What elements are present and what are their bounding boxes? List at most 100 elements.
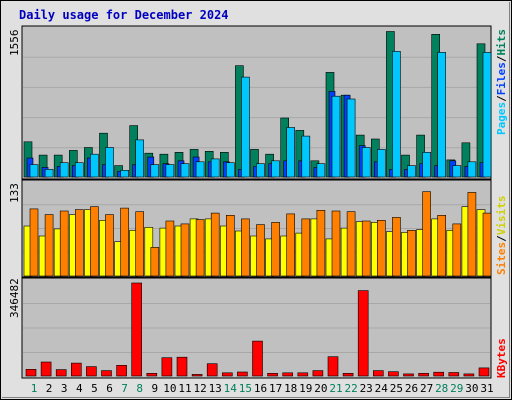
kbytes-bar bbox=[312, 370, 324, 377]
x-tick-label: 1 bbox=[31, 382, 38, 395]
kbytes-bar bbox=[297, 372, 309, 377]
sites-bar bbox=[422, 191, 431, 277]
legend-files: Files bbox=[495, 62, 508, 95]
kbytes-bar bbox=[327, 356, 339, 377]
pages-bar bbox=[120, 170, 129, 178]
kbytes-bar bbox=[40, 361, 52, 377]
legend-pages-files-hits: Pages/Files/Hits bbox=[495, 29, 508, 135]
kbytes-bar bbox=[403, 373, 414, 377]
pages-bar bbox=[316, 163, 326, 178]
x-tick-label: 29 bbox=[450, 382, 463, 395]
legend-sites-visits: Sites/Visits bbox=[495, 196, 508, 276]
x-tick-label: 20 bbox=[314, 382, 327, 395]
sites-bar bbox=[271, 222, 280, 277]
pages-bar bbox=[59, 162, 69, 178]
pages-bar bbox=[165, 164, 175, 178]
sites-bar bbox=[361, 220, 371, 277]
y-max-label-sites: 133 bbox=[8, 183, 21, 203]
x-tick-label: 23 bbox=[360, 382, 373, 395]
x-tick-label: 24 bbox=[375, 382, 389, 395]
sites-bar bbox=[286, 213, 296, 277]
legend-pages: Pages bbox=[495, 102, 508, 135]
pages-bar bbox=[241, 76, 250, 178]
pages-bar bbox=[271, 160, 280, 178]
bars-sites-visits bbox=[23, 191, 492, 277]
sites-bar bbox=[331, 210, 341, 277]
kbytes-bar bbox=[267, 372, 278, 377]
kbytes-bar bbox=[388, 371, 399, 377]
sites-bar bbox=[241, 218, 250, 277]
x-tick-label: 26 bbox=[405, 382, 418, 395]
x-tick-label: 19 bbox=[299, 382, 312, 395]
x-tick-label: 25 bbox=[390, 382, 403, 395]
pages-bar bbox=[180, 163, 190, 178]
x-tick-label: 30 bbox=[465, 382, 478, 395]
x-tick-label: 13 bbox=[209, 382, 222, 395]
pages-bar bbox=[301, 135, 311, 178]
kbytes-bar bbox=[191, 374, 203, 377]
pages-bar bbox=[452, 165, 462, 178]
sites-bar bbox=[376, 220, 386, 277]
legend-separator: / bbox=[495, 235, 508, 242]
kbytes-bar bbox=[237, 371, 248, 377]
chart-title: Daily usage for December 2024 bbox=[19, 8, 229, 22]
kbytes-bar bbox=[71, 362, 82, 377]
x-tick-label: 12 bbox=[193, 382, 206, 395]
kbytes-bar bbox=[146, 372, 158, 377]
x-tick-label: 31 bbox=[480, 382, 493, 395]
kbytes-bar bbox=[418, 372, 429, 377]
kbytes-bar bbox=[55, 369, 67, 377]
kbytes-bar bbox=[478, 367, 490, 377]
pages-bar bbox=[75, 162, 84, 178]
sites-bar bbox=[150, 247, 160, 277]
sites-bar bbox=[392, 217, 401, 277]
x-tick-label: 11 bbox=[178, 382, 191, 395]
kbytes-bar bbox=[252, 340, 263, 377]
x-tick-label: 18 bbox=[284, 382, 297, 395]
kbytes-bar bbox=[206, 363, 218, 377]
x-tick-label: 27 bbox=[420, 382, 433, 395]
sites-bar bbox=[467, 192, 477, 277]
x-tick-label: 2 bbox=[46, 382, 53, 395]
x-tick-label: 6 bbox=[106, 382, 113, 395]
sites-bar bbox=[90, 206, 99, 277]
x-tick-label: 5 bbox=[91, 382, 98, 395]
legend-hits: Hits bbox=[495, 29, 508, 56]
sites-bar bbox=[165, 220, 175, 277]
x-tick-label: 4 bbox=[76, 382, 83, 395]
legend-separator: / bbox=[495, 55, 508, 62]
sites-bar bbox=[75, 209, 84, 277]
pages-bar bbox=[90, 153, 99, 178]
sites-bar bbox=[452, 223, 462, 277]
kbytes-bar bbox=[161, 357, 173, 377]
x-tick-label: 15 bbox=[239, 382, 252, 395]
sites-bar bbox=[316, 210, 326, 277]
sites-bar bbox=[180, 223, 190, 277]
sites-bar bbox=[105, 214, 114, 277]
kbytes-bar bbox=[222, 372, 233, 377]
pages-bar bbox=[150, 164, 160, 178]
kbytes-bar bbox=[463, 373, 475, 377]
legend-separator: / bbox=[495, 95, 508, 102]
x-tick-label: 7 bbox=[121, 382, 128, 395]
pages-bar bbox=[482, 52, 492, 178]
y-max-label-hits: 1556 bbox=[8, 30, 21, 57]
sites-bar bbox=[59, 210, 69, 277]
kbytes-bar bbox=[342, 372, 354, 377]
sites-bar bbox=[301, 218, 311, 277]
pages-bar bbox=[346, 98, 356, 178]
pages-bar bbox=[195, 161, 205, 178]
pages-bar bbox=[44, 169, 54, 178]
kbytes-bar bbox=[25, 368, 37, 377]
sites-bar bbox=[346, 211, 356, 277]
pages-bar bbox=[437, 52, 447, 178]
x-axis-day-labels: 1 2 3 4 5 6 7 8 9 10 11 12 13 14 15 16 17 18 19 20 21 22 23 24 2… bbox=[31, 382, 494, 395]
x-tick-label: 9 bbox=[151, 382, 158, 395]
pages-bar bbox=[29, 164, 39, 178]
x-tick-label: 8 bbox=[136, 382, 143, 395]
pages-bar bbox=[226, 162, 235, 178]
bars-kbytes bbox=[25, 282, 490, 377]
x-tick-label: 14 bbox=[224, 382, 238, 395]
sites-bar bbox=[407, 230, 416, 277]
